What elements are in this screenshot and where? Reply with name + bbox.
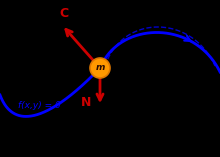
Text: m: m — [95, 63, 105, 73]
Circle shape — [90, 58, 110, 78]
Text: f(x,y) = 0: f(x,y) = 0 — [18, 100, 61, 109]
Text: C: C — [59, 7, 69, 20]
Text: N: N — [81, 97, 91, 109]
